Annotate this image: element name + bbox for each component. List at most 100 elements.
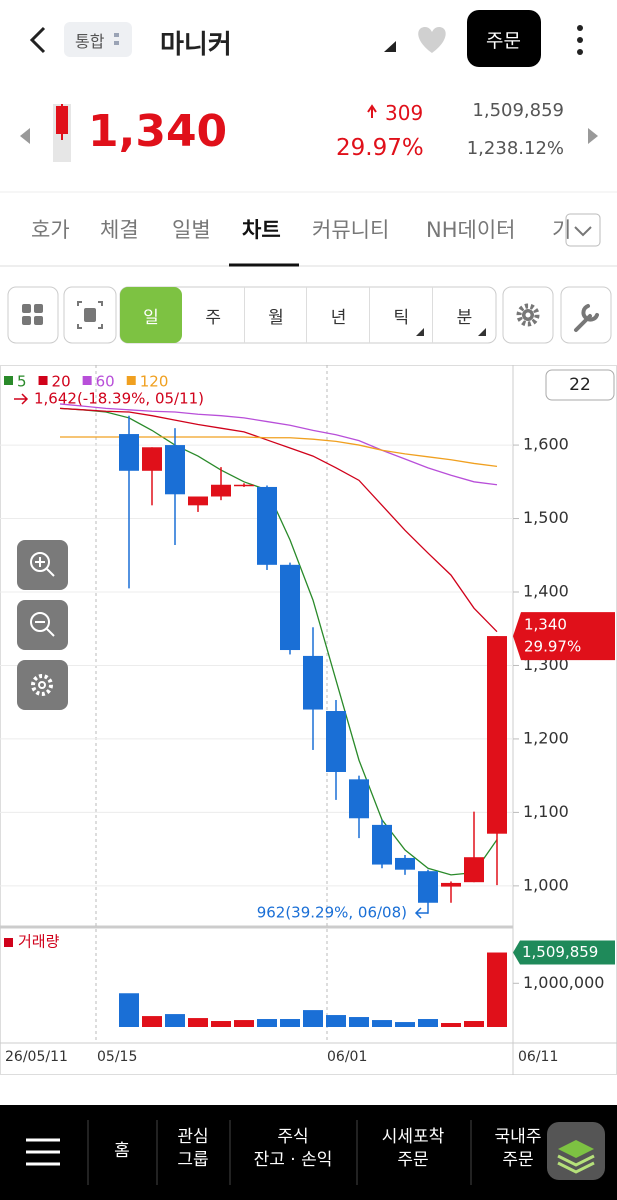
period-button[interactable]: 월 [245, 287, 308, 343]
period-count: 22 [569, 375, 591, 395]
price-tag-label: 1,340 [524, 616, 567, 634]
nav-label: 주문 [502, 1150, 534, 1170]
chevron [574, 226, 592, 237]
volume-bar [464, 1021, 484, 1027]
zoom-in-button[interactable] [17, 540, 68, 590]
nav-label: 관심 [177, 1127, 209, 1147]
dropdown-icon[interactable] [384, 41, 396, 52]
volume-bar [372, 1020, 392, 1027]
period-active [120, 287, 182, 343]
period-button[interactable]: 주 [183, 287, 245, 343]
legend-swatch [4, 938, 13, 947]
volume-bar [188, 1018, 208, 1027]
candle-body [349, 779, 369, 819]
zoom-out-button[interactable] [17, 600, 68, 650]
volume-bar [234, 1020, 254, 1027]
tab[interactable]: 체결 [100, 218, 139, 242]
legend-label: 20 [52, 373, 71, 391]
layout-button[interactable] [7, 286, 59, 344]
legend-label: 60 [96, 373, 115, 391]
sub-menu-mark [416, 328, 486, 336]
period-button[interactable]: 분 [456, 307, 473, 328]
prev-icon[interactable] [20, 128, 30, 144]
volume-bar [418, 1019, 438, 1027]
legend-swatch [4, 376, 13, 385]
bottom-nav [0, 1105, 617, 1200]
nav-item[interactable]: 홈 [114, 1140, 130, 1163]
volume-bar [487, 952, 507, 1027]
icon [38, 681, 46, 689]
nav-label: 시세포착 [381, 1127, 445, 1147]
y-tick-label: 1,000,000 [523, 973, 604, 992]
volume-tag [513, 940, 615, 965]
candle-body [165, 445, 185, 495]
icon [558, 1140, 594, 1158]
nav-label: 주문 [397, 1150, 429, 1170]
period-button[interactable]: 년 [308, 287, 371, 343]
icon [34, 316, 43, 325]
tab[interactable]: 기 [552, 218, 572, 242]
volume-bar [349, 1017, 369, 1027]
ma-line [59, 407, 498, 876]
favorite-icon[interactable] [418, 27, 446, 53]
x-tick-label: 05/15 [97, 1049, 137, 1065]
market-pill[interactable] [64, 22, 132, 57]
high-arrow [14, 393, 29, 405]
legend-label: 120 [140, 373, 169, 391]
period-count-box[interactable] [545, 369, 615, 401]
volume-bar [257, 1019, 277, 1027]
volume-bar [142, 1016, 162, 1027]
menu-icon[interactable] [26, 1138, 60, 1166]
candle-body [257, 486, 277, 565]
back-icon[interactable] [29, 26, 46, 54]
nav-label: 국내주 [494, 1127, 542, 1147]
volume-bar [165, 1014, 185, 1027]
candle-body [280, 564, 300, 651]
legend-label: 5 [17, 373, 27, 391]
nav-label: 주식 [277, 1127, 309, 1147]
nav-label: 홈 [114, 1141, 130, 1161]
volume-bar [326, 1015, 346, 1027]
high-annotation: 1,642(-18.39%, 05/11) [34, 390, 204, 408]
ma-line [59, 403, 498, 486]
icon [22, 304, 31, 313]
next-icon[interactable] [588, 128, 598, 144]
tabs-more[interactable] [565, 213, 601, 247]
y-tick-label: 1,100 [523, 802, 569, 821]
order-button[interactable] [467, 10, 541, 67]
candle-body [303, 655, 323, 710]
nav-item[interactable]: 주식 잔고 · 손익 [254, 1126, 333, 1172]
pill-icon [114, 41, 119, 45]
price-change: 309 [385, 101, 424, 125]
low-arrow [414, 907, 428, 919]
candle-body [326, 711, 346, 772]
stock-name: 마니커 [160, 30, 232, 60]
icon [574, 304, 599, 332]
volume-bar [303, 1010, 323, 1027]
candle-body [395, 857, 415, 870]
volume-bar [441, 1023, 461, 1027]
volume-legend: 거래량 [18, 933, 60, 951]
change-rate: 29.97% [336, 135, 424, 161]
y-tick-label: 1,000 [523, 875, 569, 894]
chart-settings-button[interactable] [17, 660, 68, 710]
tab[interactable]: NH데이터 [426, 218, 516, 242]
period-button[interactable]: 일 [143, 307, 159, 328]
tab[interactable]: 호가 [31, 218, 70, 242]
icon [30, 612, 50, 632]
nav-item[interactable]: 관심 그룹 [177, 1126, 208, 1172]
tab[interactable]: 일별 [172, 218, 211, 242]
x-tick-label: 26/05/11 [5, 1049, 68, 1065]
icon [77, 301, 103, 329]
menu-dot[interactable] [577, 37, 583, 43]
menu-dot[interactable] [577, 25, 583, 31]
menu-dot[interactable] [577, 49, 583, 55]
period-button[interactable]: 틱 [371, 287, 433, 343]
tab[interactable]: 차트 [242, 218, 281, 242]
icon [31, 674, 53, 696]
tab[interactable]: 커뮤니티 [312, 218, 390, 242]
